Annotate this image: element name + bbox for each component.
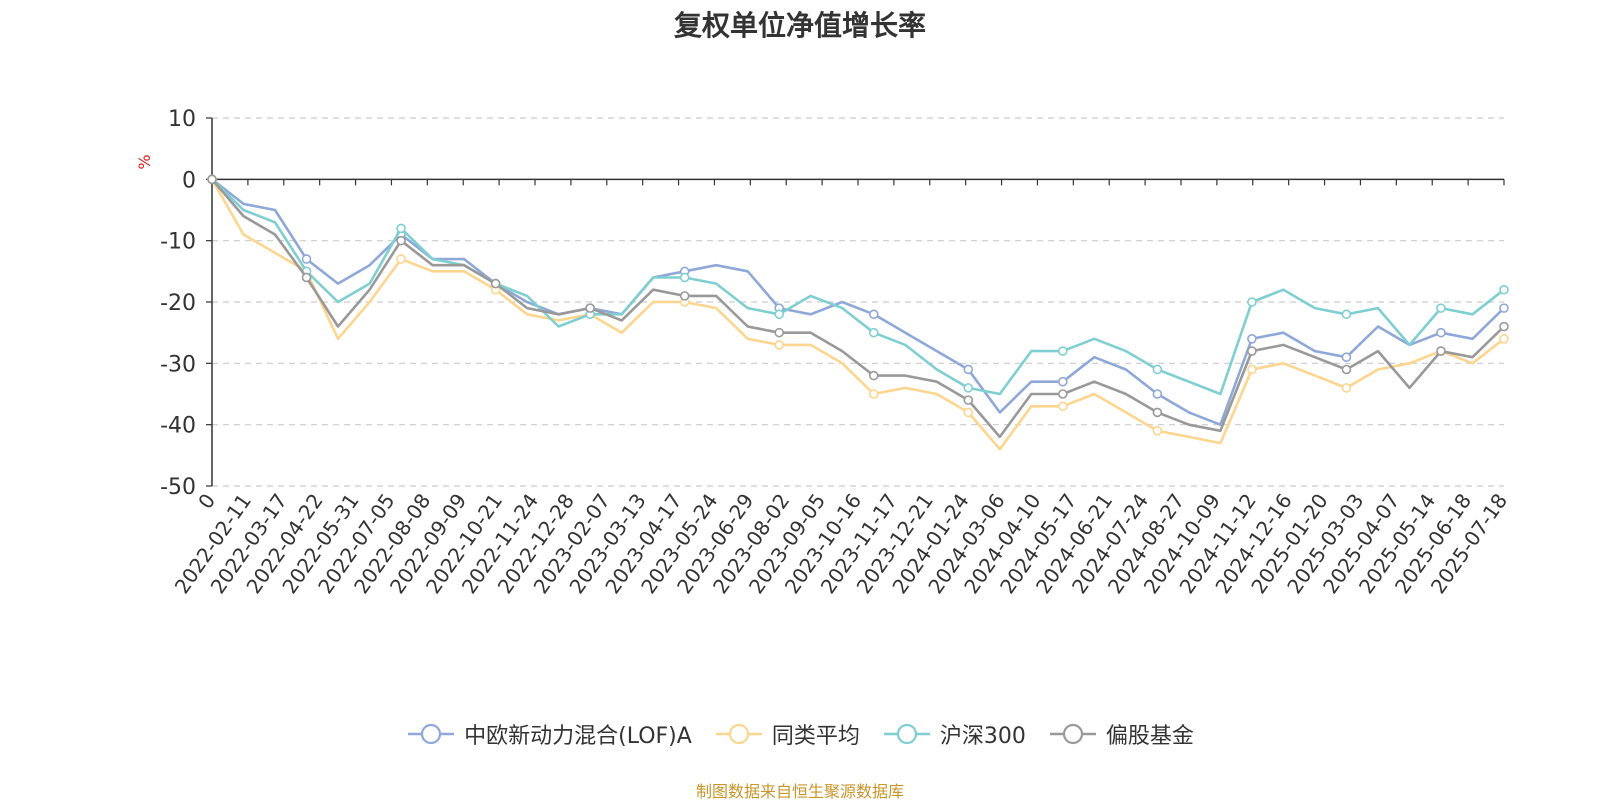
series-1 (207, 174, 1509, 451)
data-point (774, 340, 785, 350)
data-point (301, 272, 312, 283)
data-point (868, 309, 879, 320)
grid-lines (212, 117, 1504, 487)
data-point (868, 327, 879, 338)
legend-item[interactable]: 中欧新动力混合(LOF)A (406, 718, 692, 750)
data-point (1058, 376, 1068, 387)
series-0 (207, 174, 1509, 426)
series-line (211, 178, 1505, 439)
source-note: 制图数据来自恒生聚源数据库 (695, 782, 904, 801)
legend-label: 中欧新动力混合(LOF)A (464, 724, 692, 749)
data-point (1499, 321, 1509, 332)
data-point (1436, 303, 1446, 313)
data-point (679, 291, 690, 301)
series-3 (207, 174, 1509, 439)
data-point (1341, 364, 1352, 375)
y-tick-label: -10 (160, 230, 196, 255)
data-point (774, 327, 785, 338)
data-point (1247, 297, 1257, 307)
data-point (1152, 364, 1163, 375)
data-point (963, 407, 974, 418)
data-point (1499, 284, 1509, 295)
series-lines (207, 174, 1509, 451)
data-point (1247, 364, 1257, 375)
data-point (1247, 346, 1257, 356)
series-line (211, 178, 1505, 396)
data-point (1152, 407, 1163, 418)
data-point (1058, 389, 1068, 399)
y-tick-label: -30 (160, 352, 196, 377)
legend: 中欧新动力混合(LOF)A 同类平均 沪深300 偏股基金 (0, 718, 1600, 750)
data-point (1247, 333, 1257, 344)
data-point (1436, 327, 1446, 338)
legend-item[interactable]: 同类平均 (714, 718, 860, 750)
chart-title: 复权单位净值增长率 (673, 9, 926, 42)
legend-item[interactable]: 偏股基金 (1048, 718, 1194, 750)
legend-swatch-icon (408, 723, 455, 745)
data-point (679, 272, 690, 283)
data-point (868, 370, 879, 381)
legend-label: 同类平均 (771, 724, 860, 749)
legend-label: 沪深300 (939, 724, 1026, 749)
y-tick-label: -40 (160, 414, 196, 439)
legend-swatch-icon (883, 723, 930, 745)
data-point (1341, 352, 1352, 363)
y-tick-label: -50 (160, 475, 196, 500)
y-tick-label: 10 (168, 107, 196, 132)
data-point (1436, 346, 1446, 356)
data-point (396, 254, 406, 264)
data-point (396, 223, 406, 234)
data-point (1058, 346, 1068, 356)
x-tick-label: 0 (193, 489, 220, 513)
data-point (1152, 425, 1163, 436)
data-point (396, 235, 406, 246)
data-point (1341, 309, 1352, 320)
series-2 (207, 174, 1509, 396)
data-point (1152, 389, 1163, 399)
legend-item[interactable]: 沪深300 (882, 718, 1026, 750)
data-point (1058, 401, 1068, 412)
data-point (585, 303, 595, 313)
data-point (301, 254, 312, 264)
data-point (774, 309, 785, 320)
data-point (207, 174, 217, 185)
y-tick-label: -20 (160, 291, 196, 316)
data-point (868, 389, 879, 399)
legend-label: 偏股基金 (1105, 724, 1194, 749)
legend-swatch-icon (1049, 723, 1096, 745)
data-point (963, 395, 974, 405)
data-point (1341, 383, 1352, 393)
series-line (211, 178, 1505, 426)
legend-swatch-icon (715, 723, 762, 745)
y-tick-label: 0 (182, 168, 196, 193)
y-axis-label: % (135, 154, 154, 169)
data-point (963, 364, 974, 375)
axes: 100-10-20-30-40-5002022-02-112022-03-172… (160, 107, 1512, 598)
series-line (210, 178, 1505, 451)
data-point (1499, 333, 1509, 344)
data-point (1499, 303, 1509, 313)
data-point (963, 383, 974, 393)
data-point (490, 278, 501, 289)
